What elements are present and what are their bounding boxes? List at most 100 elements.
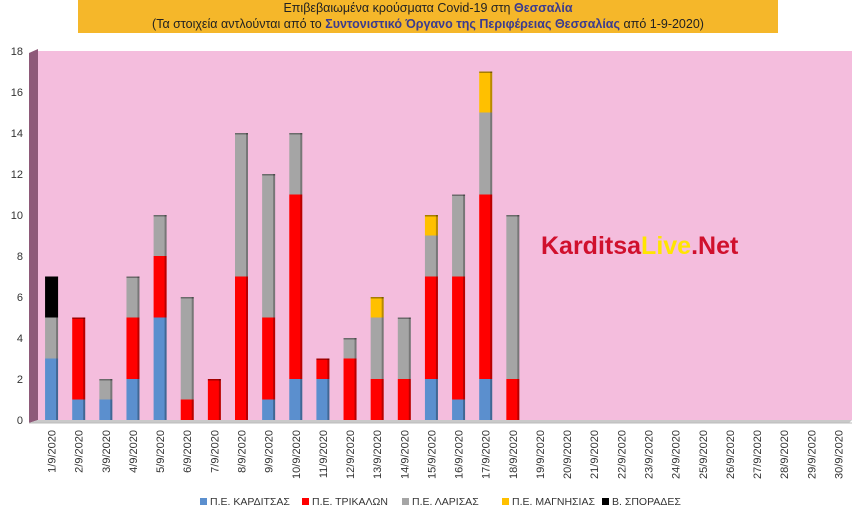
bar-segment-shade xyxy=(354,358,357,420)
bar-segment xyxy=(452,276,466,400)
bar-segment xyxy=(153,256,167,318)
x-tick-label: 20/9/2020 xyxy=(562,430,574,479)
bar-top-edge xyxy=(235,133,248,135)
bar-top-edge xyxy=(45,276,59,278)
bar-segment-shade xyxy=(137,276,140,318)
bar-segment-shade xyxy=(83,399,86,420)
x-tick-label: 25/9/2020 xyxy=(698,430,710,479)
bar-segment xyxy=(153,317,167,420)
bar-segment-shade xyxy=(110,379,113,400)
x-tick-label: 30/9/2020 xyxy=(833,430,845,479)
bar-segment-shade xyxy=(327,358,330,379)
bar-segment xyxy=(397,317,411,379)
bar-segment xyxy=(370,297,384,318)
bar-segment xyxy=(452,194,466,277)
bar-segment-shade xyxy=(273,399,276,420)
bar-top-edge xyxy=(153,215,167,217)
plot-floor xyxy=(29,420,852,423)
bar-top-edge xyxy=(126,276,140,278)
bar-segment-shade xyxy=(246,133,248,277)
x-tick-label: 23/9/2020 xyxy=(644,430,656,479)
legend-label: Β. ΣΠΟΡΑΔΕΣ xyxy=(612,496,681,508)
bar-segment-shade xyxy=(56,317,59,359)
bar-segment-shade xyxy=(435,235,438,277)
x-tick-label: 8/9/2020 xyxy=(237,430,249,473)
bar-segment-shade xyxy=(56,276,59,318)
bar-segment-shade xyxy=(83,317,86,400)
y-tick-label: 10 xyxy=(11,210,23,222)
x-tick-label: 13/9/2020 xyxy=(372,430,384,479)
y-tick-label: 16 xyxy=(11,87,23,99)
watermark-part2: Live xyxy=(641,232,691,260)
title-line2-prefix: (Τα στοιχεία αντλούνται από το xyxy=(152,17,326,31)
bar-segment xyxy=(235,133,248,277)
bar-segment-shade xyxy=(381,317,384,379)
bar-segment-shade xyxy=(490,194,493,379)
bar-segment-shade xyxy=(300,133,303,195)
title-line2-source: Συντονιστικό Όργανο της Περιφέρειας Θεσσ… xyxy=(325,17,620,31)
bar-segment xyxy=(479,194,493,379)
bar-segment xyxy=(72,399,86,420)
bar-segment-shade xyxy=(463,194,466,277)
bar-segment xyxy=(180,297,194,400)
bar-segment xyxy=(153,215,167,256)
legend-swatch xyxy=(502,498,509,505)
bar-segment-shade xyxy=(435,379,438,420)
x-tick-label: 29/9/2020 xyxy=(806,430,818,479)
bar-segment xyxy=(424,276,438,379)
x-tick-label: 4/9/2020 xyxy=(128,430,140,473)
x-tick-label: 22/9/2020 xyxy=(616,430,628,479)
bar-segment xyxy=(289,133,303,195)
bar-segment-shade xyxy=(56,358,59,420)
bar-segment xyxy=(126,379,140,420)
y-tick-label: 12 xyxy=(11,169,23,181)
x-tick-label: 26/9/2020 xyxy=(725,430,737,479)
x-tick-label: 14/9/2020 xyxy=(399,430,411,479)
bar-segment-shade xyxy=(137,317,140,379)
x-tick-label: 27/9/2020 xyxy=(752,430,764,479)
bar-top-edge xyxy=(316,358,330,360)
bar-segment xyxy=(343,358,357,420)
watermark-logo: KarditsaLive.Net xyxy=(541,232,739,260)
bar-segment-shade xyxy=(191,297,194,400)
y-tick-label: 4 xyxy=(17,333,23,345)
bar-segment-shade xyxy=(381,297,384,318)
x-tick-label: 17/9/2020 xyxy=(481,430,493,479)
title-line1-region: Θεσσαλία xyxy=(513,1,573,15)
bar-segment xyxy=(262,174,276,318)
bar-segment xyxy=(506,215,520,379)
legend-swatch xyxy=(402,498,409,505)
x-tick-label: 18/9/2020 xyxy=(508,430,520,479)
bar-segment xyxy=(479,71,493,113)
bar-segment-shade xyxy=(408,317,411,379)
bar-segment xyxy=(126,317,140,379)
bar-segment xyxy=(479,379,493,420)
bar-segment-shade xyxy=(164,317,167,420)
bar-segment-shade xyxy=(463,276,466,400)
bar-top-edge xyxy=(180,297,194,299)
y-tick-label: 14 xyxy=(11,128,23,140)
x-tick-label: 10/9/2020 xyxy=(291,430,303,479)
bar-segment xyxy=(479,112,493,195)
bar-segment-shade xyxy=(381,379,384,420)
watermark-part1: Karditsa xyxy=(541,232,642,260)
bar-top-edge xyxy=(72,317,86,319)
bar-segment xyxy=(370,317,384,379)
bar-segment-shade xyxy=(110,399,113,420)
bar-segment xyxy=(99,379,113,400)
bar-segment xyxy=(45,358,59,420)
bar-segment xyxy=(126,276,140,318)
bar-segment xyxy=(316,379,330,420)
bar-segment xyxy=(452,399,466,420)
bar-segment xyxy=(207,379,221,420)
bar-segment xyxy=(316,358,330,379)
bar-segment-shade xyxy=(435,276,438,379)
plot-side-wall xyxy=(29,49,38,423)
y-tick-label: 2 xyxy=(17,374,23,386)
bar-segment xyxy=(235,276,248,420)
legend-label: Π.Ε. ΜΑΓΝΗΣΙΑΣ xyxy=(512,496,595,508)
title-line1-prefix: Επιβεβαιωμένα κρούσματα Covid-19 στη xyxy=(283,1,514,15)
bar-segment-shade xyxy=(490,71,493,113)
bar-top-edge xyxy=(479,71,493,73)
x-tick-label: 24/9/2020 xyxy=(671,430,683,479)
